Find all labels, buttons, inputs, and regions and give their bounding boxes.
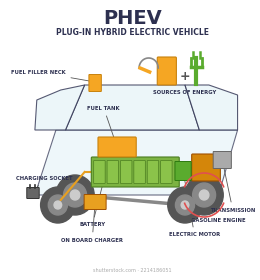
Circle shape [176,195,194,215]
Text: FUEL FILLER NECK: FUEL FILLER NECK [11,69,92,81]
Circle shape [56,175,94,215]
Text: ELECTRIC MOTOR: ELECTRIC MOTOR [169,174,220,237]
Circle shape [181,201,189,209]
Text: +: + [180,69,190,83]
Circle shape [48,195,67,215]
FancyBboxPatch shape [27,188,39,199]
FancyBboxPatch shape [120,160,132,183]
FancyBboxPatch shape [84,195,106,209]
Text: PLUG-IN HYBRID ELECTRIC VEHICLE: PLUG-IN HYBRID ELECTRIC VEHICLE [56,27,209,36]
FancyBboxPatch shape [89,74,101,92]
FancyBboxPatch shape [213,151,231,169]
Circle shape [199,190,209,200]
Text: FUEL TANK: FUEL TANK [87,106,120,144]
FancyBboxPatch shape [134,160,145,183]
Text: SOURCES OF ENERGY: SOURCES OF ENERGY [153,90,217,95]
Text: TRANSMISSION: TRANSMISSION [210,163,256,213]
Polygon shape [66,85,199,130]
Circle shape [54,201,62,209]
Polygon shape [35,130,238,195]
Circle shape [185,175,223,215]
FancyBboxPatch shape [192,154,220,181]
Polygon shape [185,85,238,130]
Polygon shape [35,85,84,130]
Circle shape [193,183,216,207]
FancyBboxPatch shape [94,160,105,183]
Text: CHARGING SOCKET: CHARGING SOCKET [16,176,72,191]
Text: shutterstock.com · 2214186051: shutterstock.com · 2214186051 [93,267,172,272]
Text: ON BOARD CHARGER: ON BOARD CHARGER [61,205,123,242]
Circle shape [168,187,202,223]
FancyBboxPatch shape [107,160,119,183]
Text: GASOLINE ENGINE: GASOLINE ENGINE [191,171,246,223]
Text: BATTERY: BATTERY [79,165,108,227]
Circle shape [64,183,87,207]
FancyBboxPatch shape [147,160,159,183]
FancyBboxPatch shape [98,137,136,157]
Circle shape [70,190,80,200]
Text: PHEV: PHEV [103,8,162,27]
FancyBboxPatch shape [161,160,172,183]
FancyBboxPatch shape [175,162,191,181]
FancyBboxPatch shape [91,157,179,187]
Circle shape [41,187,75,223]
FancyBboxPatch shape [157,57,176,85]
